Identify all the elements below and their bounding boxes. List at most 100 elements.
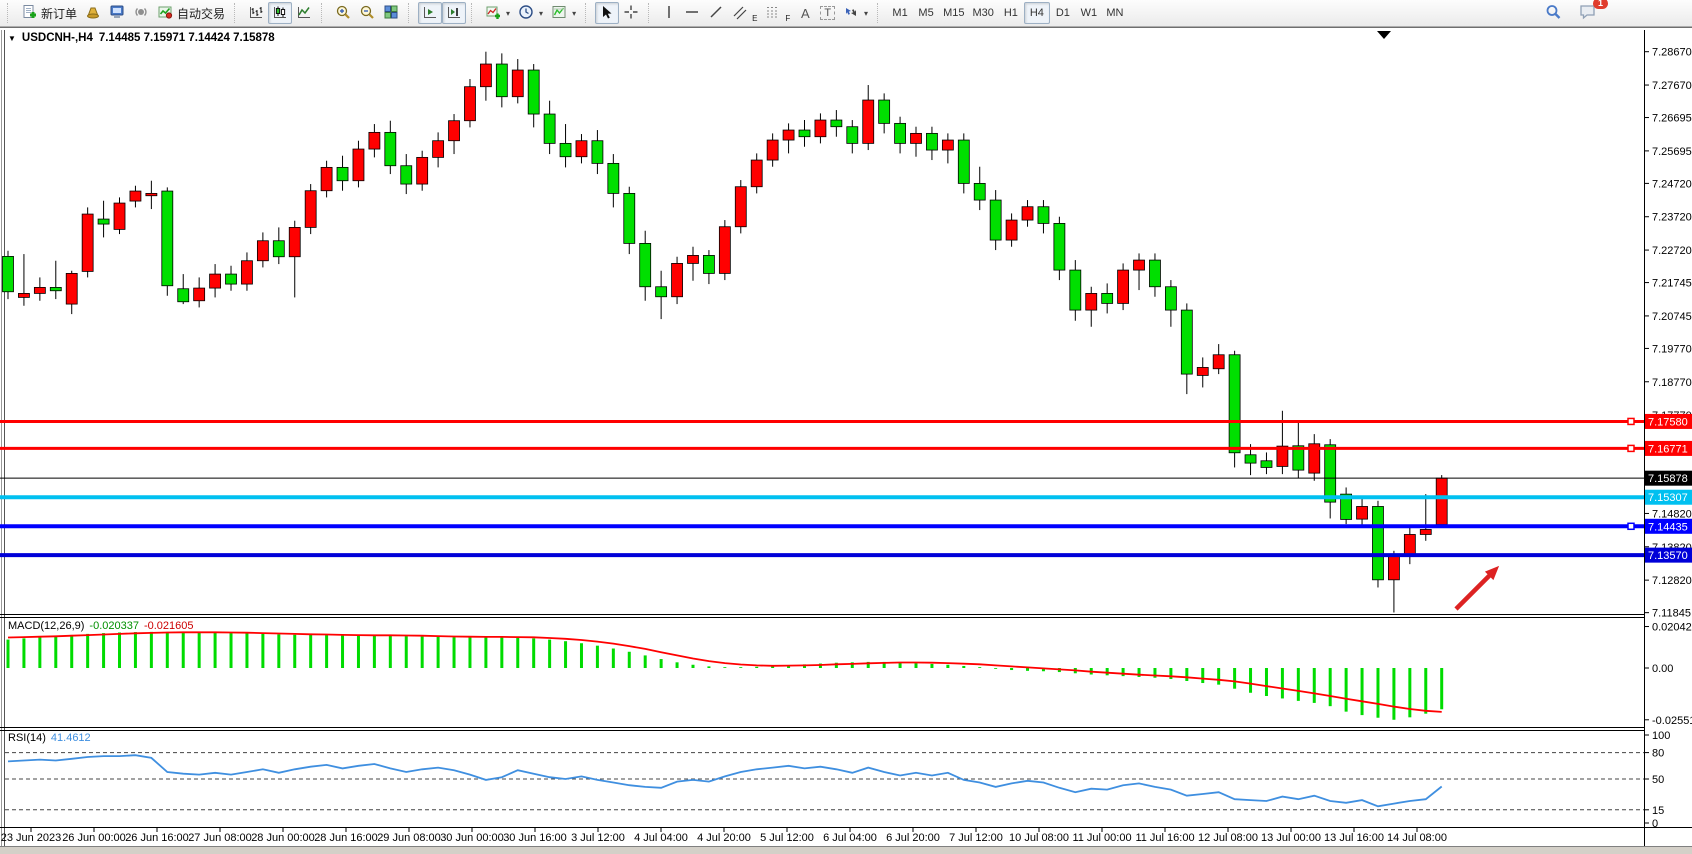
candle: [1356, 497, 1368, 528]
candle: [750, 153, 763, 194]
candle: [368, 124, 381, 158]
auto-trading-button[interactable]: 自动交易: [153, 2, 229, 24]
notification-badge: 1: [1593, 0, 1608, 9]
candle-body: [97, 218, 110, 225]
candle: [400, 154, 413, 195]
line-chart-button[interactable]: [292, 2, 316, 24]
new-order-button[interactable]: 新订单: [17, 2, 81, 24]
candle: [193, 277, 206, 308]
candle: [989, 190, 1002, 251]
candle: [607, 154, 620, 208]
price-tick-label: 7.20745: [1652, 311, 1692, 323]
cursor-button[interactable]: [595, 2, 620, 24]
timeframe-w1[interactable]: W1: [1080, 7, 1098, 19]
channel-button[interactable]: E: [728, 2, 761, 24]
templates-dropdown-caret[interactable]: ▾: [572, 8, 577, 18]
candle: [1419, 494, 1432, 541]
timeframe-h4[interactable]: H4: [1023, 2, 1050, 24]
chart-background-layer: [0, 30, 1692, 854]
candle-body: [1403, 534, 1416, 555]
notifications-button[interactable]: 1: [1574, 0, 1608, 24]
candle: [81, 207, 94, 278]
candle: [623, 186, 636, 255]
gold-badge-button[interactable]: [81, 2, 105, 24]
candle-body: [687, 255, 699, 264]
price-badge: [1645, 489, 1692, 505]
price-badge: [1645, 413, 1692, 429]
candle: [479, 51, 492, 101]
window-bottom-strip: [0, 846, 1692, 854]
arrows-button[interactable]: ▾: [839, 2, 872, 24]
candle: [1117, 263, 1129, 311]
timeframe-m30[interactable]: M30: [972, 7, 994, 19]
candle: [1180, 303, 1193, 395]
timeframe-m5[interactable]: M5: [918, 7, 934, 19]
candle-body: [989, 199, 1002, 241]
fibo-sub-glyph: F: [785, 14, 791, 23]
time-tick-label: 28 Jun 00:00: [251, 832, 315, 844]
rsi-tick-label: 50: [1652, 774, 1664, 786]
time-tick-label: 5 Jul 12:00: [760, 832, 814, 844]
candle-body: [639, 243, 652, 288]
zoom-in-icon: [335, 4, 351, 23]
timeframe-h1[interactable]: H1: [1003, 7, 1018, 19]
periods-button[interactable]: ▾: [514, 2, 547, 24]
price-tick-label: 7.18770: [1652, 377, 1692, 389]
candle-body: [1435, 477, 1448, 526]
broadcast-button[interactable]: [129, 2, 153, 24]
crosshair-button[interactable]: [619, 2, 643, 24]
price-line-handle: [1627, 522, 1635, 531]
search-button[interactable]: [1540, 2, 1566, 24]
horizontal-line-button[interactable]: [680, 2, 704, 24]
candle: [846, 120, 859, 154]
zoom-in-button[interactable]: [331, 2, 355, 24]
price-tick-label: 7.23720: [1652, 212, 1692, 224]
fibonacci-button[interactable]: F: [761, 2, 794, 24]
computer-button[interactable]: [105, 2, 129, 24]
trendline-button[interactable]: [704, 2, 728, 24]
zoom-out-button[interactable]: [355, 2, 379, 24]
periods-dropdown-caret[interactable]: ▾: [539, 8, 544, 18]
candle-body: [272, 240, 285, 258]
time-tick-label: 4 Jul 20:00: [697, 832, 751, 844]
arrows-dropdown-caret[interactable]: ▾: [864, 8, 869, 18]
candle-body: [766, 139, 779, 161]
candle-body: [1149, 259, 1161, 288]
tile-windows-button[interactable]: [379, 2, 403, 24]
candle: [288, 220, 301, 298]
toolbar-separator: [471, 3, 478, 23]
candle-body: [1069, 269, 1082, 311]
chart-window: 7.28670 7.27670 7.26695 7.25695 7.24720 7.237…: [0, 27, 1692, 854]
one-click-trading-expander[interactable]: ▼: [8, 33, 16, 43]
candle: [272, 227, 285, 265]
timeframe-mn[interactable]: MN: [1106, 7, 1124, 19]
candlestick-chart-button[interactable]: [268, 2, 293, 24]
price-tick-label: 7.28670: [1652, 47, 1692, 59]
candle-body: [209, 273, 221, 289]
indicators-icon: [485, 4, 501, 23]
bar-chart-button[interactable]: [244, 2, 268, 24]
candle: [209, 264, 221, 298]
indicators-dropdown-caret[interactable]: ▾: [506, 8, 511, 18]
candle-body: [862, 99, 875, 144]
candle-body: [1340, 493, 1353, 520]
auto-scroll-button[interactable]: [418, 2, 443, 24]
candle: [336, 155, 349, 191]
chart-shift-button[interactable]: [442, 2, 467, 24]
label-button[interactable]: T: [816, 2, 839, 24]
arrow-annotation: [1454, 571, 1494, 611]
macd-signal-line: [7, 631, 1442, 713]
timeframe-d1[interactable]: D1: [1055, 7, 1070, 19]
candle-body: [1212, 354, 1225, 370]
text-button[interactable]: A: [794, 2, 816, 24]
candle: [1228, 350, 1241, 468]
candle: [1340, 487, 1353, 525]
vertical-line-button[interactable]: [658, 2, 680, 24]
timeframe-m15[interactable]: M15: [943, 7, 965, 19]
templates-button[interactable]: ▾: [547, 2, 580, 24]
candle: [1021, 200, 1034, 227]
price-chart[interactable]: 7.28670 7.27670 7.26695 7.25695 7.24720 7.237…: [0, 28, 1692, 854]
timeframe-m1[interactable]: M1: [892, 7, 908, 19]
candle-body: [1005, 219, 1018, 241]
indicators-button[interactable]: ▾: [481, 2, 514, 24]
